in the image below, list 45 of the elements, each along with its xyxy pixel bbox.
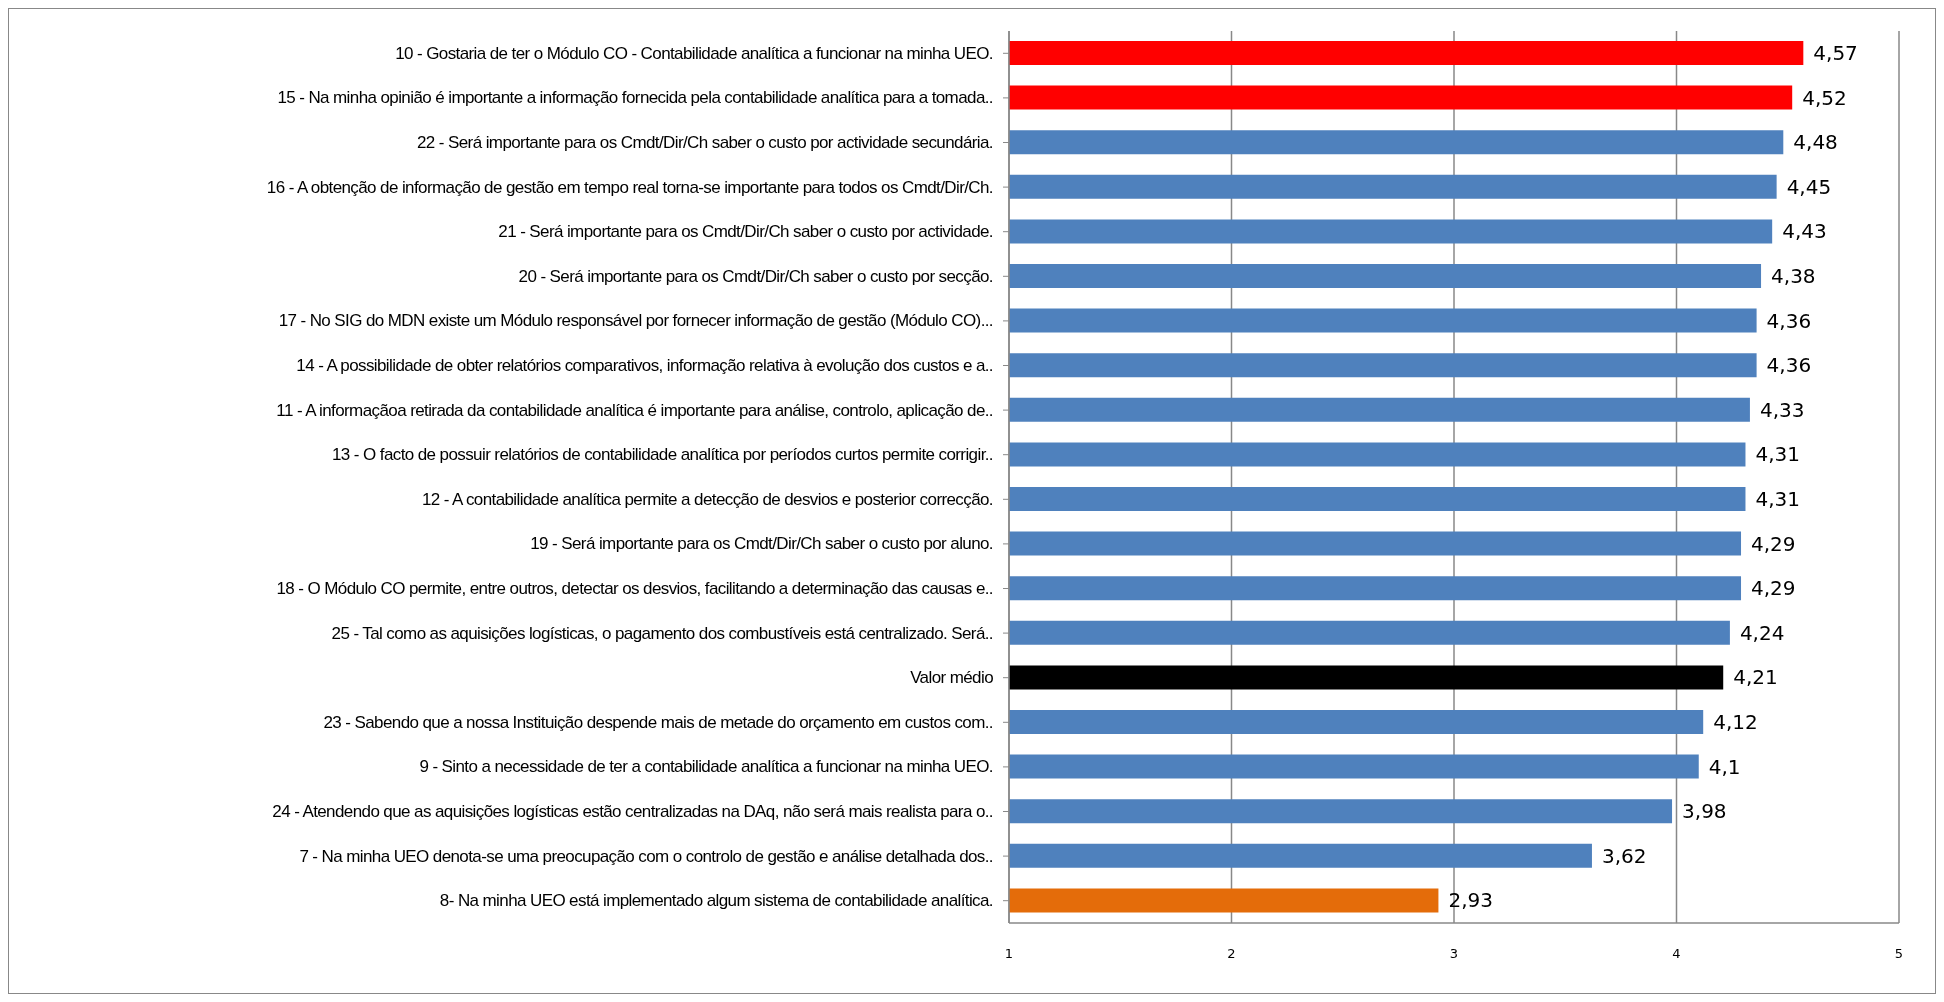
- y-tick-label: 10 - Gostaria de ter o Módulo CO - Contabilidade analítica a funcionar na minha UEO.: [395, 43, 993, 63]
- data-label: 4,29: [1751, 576, 1796, 601]
- x-tick-label: 3: [1449, 946, 1459, 962]
- y-tick-label: 8- Na minha UEO está implementado algum sistema de contabilidade analítica.: [439, 891, 993, 911]
- data-label: 4,1: [1708, 754, 1741, 779]
- y-tick-label: 24 - Atendendo que as aquisições logísticas estão centralizadas na DAq, não será mais realista para o..: [272, 802, 993, 821]
- data-label: 4,52: [1802, 85, 1847, 110]
- data-label: 2,93: [1448, 888, 1493, 913]
- y-tick-label: 7 - Na minha UEO denota-se uma preocupação com o controlo de gestão e análise detalhada dos..: [299, 846, 993, 866]
- y-tick-label: 15 - Na minha opinião é importante a informação fornecida pela contabilidade analítica para a tomada..: [277, 88, 993, 108]
- data-label: 4,29: [1751, 531, 1796, 556]
- data-label: 4,24: [1739, 620, 1785, 645]
- data-label: 4,38: [1771, 264, 1816, 288]
- data-label: 4,48: [1793, 130, 1838, 155]
- data-label: 4,33: [1759, 397, 1805, 422]
- y-tick-label: 11 - A informaçãoa retirada da contabilidade analítica é importante para análise, controlo, aplicação de..: [276, 400, 993, 420]
- y-tick-label: 21 - Será importante para os Cmdt/Dir/Ch saber o custo por actividade.: [498, 222, 993, 242]
- y-tick-label: 12 - A contabilidade analítica permite a detecção de desvios e posterior correcção.: [421, 489, 993, 509]
- y-tick-label: 22 - Será importante para os Cmdt/Dir/Ch saber o custo por actividade secundária.: [417, 133, 993, 152]
- y-tick-label: 25 - Tal como as aquisições logísticas, o pagamento dos combustíveis está centralizado. Será..: [331, 623, 993, 643]
- data-label: 3,62: [1601, 843, 1647, 868]
- data-label: 4,12: [1713, 710, 1758, 734]
- data-label: 4,36: [1766, 308, 1812, 333]
- y-tick-label: 16 - A obtenção de informação de gestão em tempo real torna-se importante para todos os Cmdt/Dir/Ch.: [266, 177, 993, 197]
- data-label: 4,31: [1755, 442, 1801, 467]
- y-tick-label: 18 - O Módulo CO permite, entre outros, detectar os desvios, facilitando a determinação das causas e..: [276, 579, 993, 598]
- data-label: 4,31: [1755, 487, 1801, 511]
- x-tick-label: 1: [1004, 946, 1014, 962]
- y-tick-label: 9 - Sinto a necessidade de ter a contabilidade analítica a funcionar na minha UEO.: [419, 757, 993, 777]
- x-tick-label: 5: [1894, 946, 1904, 962]
- data-label: 4,57: [1813, 41, 1858, 65]
- data-label: 3,98: [1682, 799, 1727, 824]
- y-tick-label: 17 - No SIG do MDN existe um Módulo responsável por fornecer informação de gestão (Módulo CO)...: [278, 311, 993, 331]
- data-label: 4,43: [1782, 219, 1827, 244]
- x-tick-label: 2: [1227, 946, 1236, 962]
- data-label: 4,21: [1733, 665, 1778, 690]
- y-tick-label: Valor médio: [910, 668, 994, 688]
- y-tick-label: 14 - A possibilidade de obter relatórios comparativos, informação relativa à evolução dos custos e a..: [296, 356, 993, 375]
- y-tick-label: 20 - Será importante para os Cmdt/Dir/Ch saber o custo por secção.: [518, 266, 993, 286]
- x-tick-label: 4: [1672, 946, 1681, 962]
- y-tick-label: 23 - Sabendo que a nossa Instituição despende mais de metade do orçamento em custos com..: [323, 712, 993, 732]
- data-label: 4,45: [1786, 174, 1832, 199]
- y-tick-label: 19 - Será importante para os Cmdt/Dir/Ch saber o custo por aluno.: [530, 534, 993, 554]
- y-tick-label: 13 - O facto de possuir relatórios de contabilidade analítica por períodos curtos permite corrigir..: [332, 445, 993, 465]
- data-label: 4,36: [1766, 353, 1812, 378]
